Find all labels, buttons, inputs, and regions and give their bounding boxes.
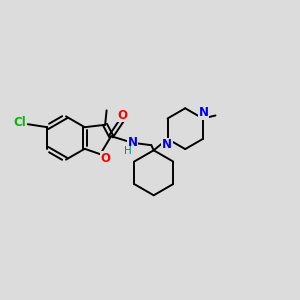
Text: Cl: Cl bbox=[13, 116, 26, 129]
Text: O: O bbox=[101, 152, 111, 165]
Text: H: H bbox=[124, 146, 132, 156]
Text: O: O bbox=[117, 109, 127, 122]
Text: N: N bbox=[199, 106, 208, 119]
Text: N: N bbox=[128, 136, 138, 149]
Text: N: N bbox=[162, 138, 172, 152]
